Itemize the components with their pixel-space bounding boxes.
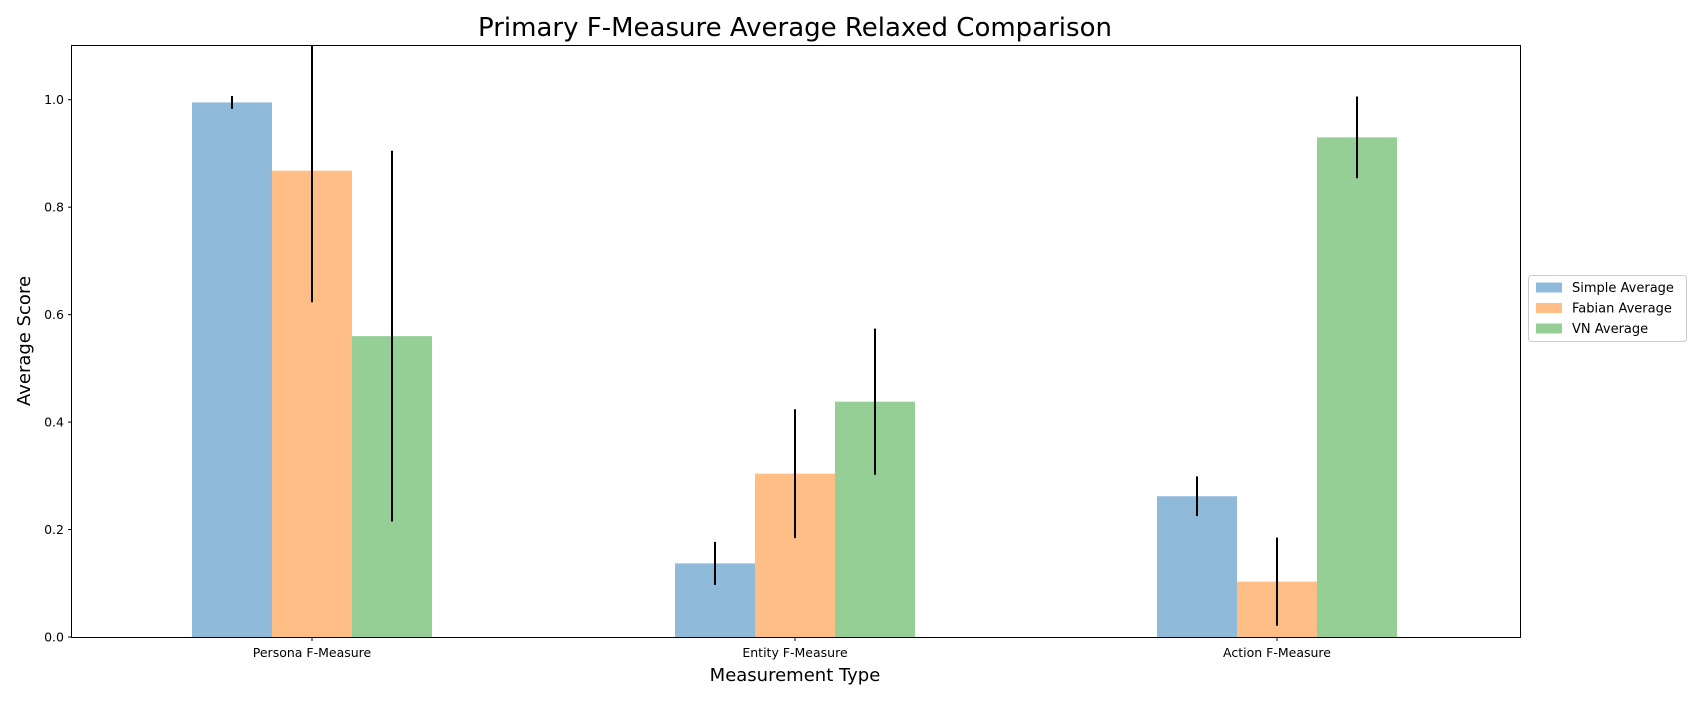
error-bars-layer bbox=[231, 46, 1358, 626]
y-tick-label: 1.0 bbox=[44, 92, 64, 107]
y-tick-label: 0.8 bbox=[44, 200, 64, 215]
x-axis-label: Measurement Type bbox=[710, 665, 881, 686]
legend: Simple Average Fabian Average VN Average bbox=[1528, 275, 1687, 342]
y-tick-label: 0.2 bbox=[44, 522, 64, 537]
y-axis-label: Average Score bbox=[14, 276, 35, 406]
legend-label-fabian-average: Fabian Average bbox=[1572, 302, 1672, 317]
legend-swatch-vn-average bbox=[1536, 323, 1562, 334]
legend-label-simple-average: Simple Average bbox=[1572, 281, 1674, 296]
x-axis: Persona F-Measure Entity F-Measure Action … bbox=[253, 637, 1331, 660]
plot-frame bbox=[71, 45, 1521, 638]
x-tick-label: Action F-Measure bbox=[1223, 645, 1331, 660]
x-tick-label: Persona F-Measure bbox=[253, 645, 372, 660]
y-tick-label: 0.0 bbox=[44, 630, 64, 645]
legend-swatch-fabian-average bbox=[1536, 303, 1562, 313]
legend-items: Simple Average Fabian Average VN Average bbox=[1536, 281, 1674, 337]
y-tick-label: 0.4 bbox=[44, 415, 64, 430]
x-tick-label: Entity F-Measure bbox=[742, 645, 848, 660]
bar-simple-average-action-f-measure bbox=[1157, 496, 1237, 637]
chart-title: Primary F-Measure Average Relaxed Compar… bbox=[478, 13, 1112, 43]
bars-layer bbox=[192, 102, 1397, 637]
legend-label-vn-average: VN Average bbox=[1572, 322, 1648, 337]
legend-box bbox=[1528, 275, 1687, 342]
bar-simple-average-persona-f-measure bbox=[192, 102, 272, 637]
y-tick-label: 0.6 bbox=[44, 307, 64, 322]
bar-vn-average-action-f-measure bbox=[1317, 137, 1397, 637]
legend-swatch-simple-average bbox=[1536, 282, 1562, 293]
y-axis: 0.0 0.2 0.4 0.6 0.8 1.0 bbox=[44, 92, 72, 645]
